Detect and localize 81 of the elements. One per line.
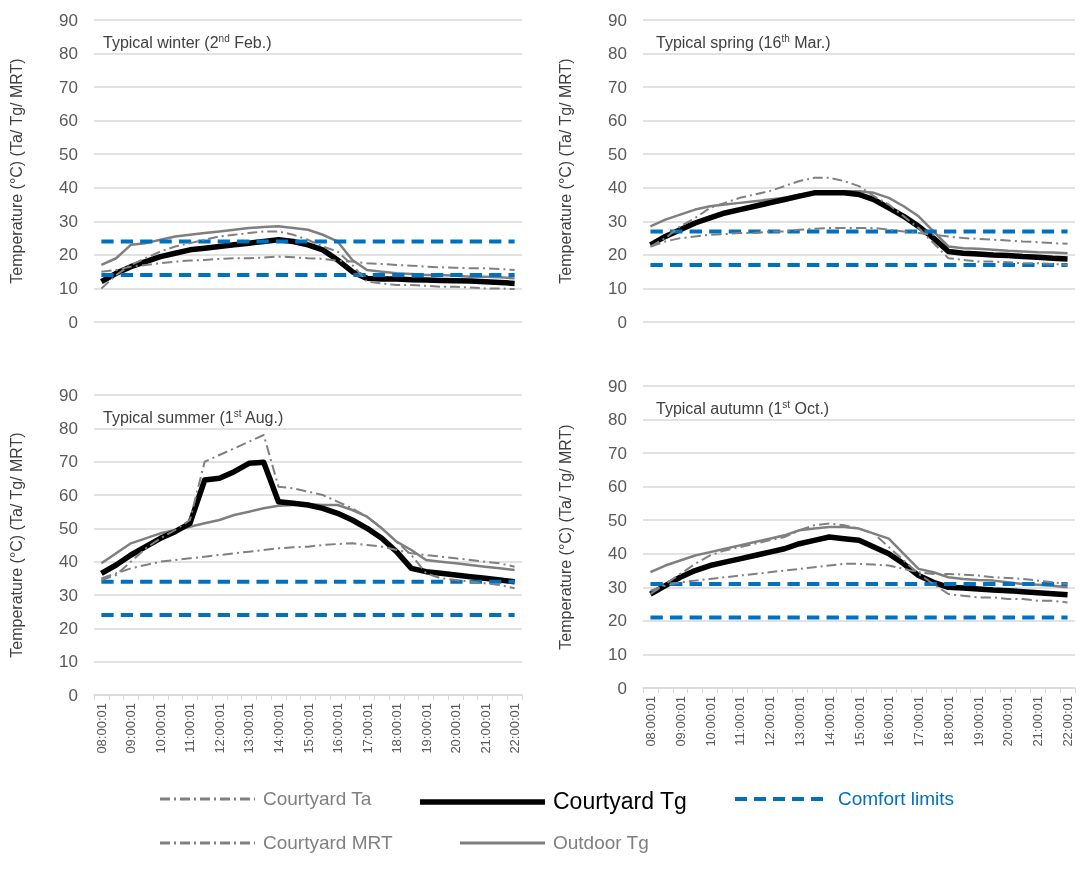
legend-label: Comfort limits bbox=[838, 788, 955, 810]
y-axis-title: Temperature (°C) (Ta/ Tg/ MRT) bbox=[556, 424, 574, 650]
y-tick-label: 80 bbox=[608, 44, 627, 64]
y-tick-label: 60 bbox=[59, 485, 78, 505]
y-tick-label: 30 bbox=[59, 585, 78, 605]
y-tick-label: 20 bbox=[59, 245, 78, 265]
y-tick-label: 40 bbox=[608, 544, 627, 564]
x-tick-label: 22:00:01 bbox=[507, 703, 523, 754]
y-tick-label: 90 bbox=[608, 10, 627, 30]
y-tick-label: 10 bbox=[59, 652, 78, 672]
y-tick-label: 70 bbox=[608, 77, 627, 97]
y-tick-label: 30 bbox=[608, 211, 627, 231]
y-tick-label: 90 bbox=[59, 385, 78, 405]
x-tick-label: 08:00:01 bbox=[642, 696, 658, 747]
y-tick-label: 30 bbox=[608, 577, 627, 597]
x-tick-label: 16:00:01 bbox=[881, 696, 897, 747]
x-tick-label: 13:00:01 bbox=[241, 703, 257, 754]
x-tick-label: 14:00:01 bbox=[270, 703, 286, 754]
x-tick-label: 19:00:01 bbox=[970, 696, 986, 747]
y-tick-label: 20 bbox=[59, 618, 78, 638]
x-tick-label: 20:00:01 bbox=[1000, 696, 1016, 747]
x-tick-label: 17:00:01 bbox=[359, 703, 375, 754]
x-tick-label: 13:00:01 bbox=[791, 696, 807, 747]
y-tick-label: 50 bbox=[59, 518, 78, 538]
x-tick-label: 09:00:01 bbox=[123, 703, 139, 754]
x-tick-label: 18:00:01 bbox=[389, 703, 405, 754]
y-tick-label: 50 bbox=[608, 510, 627, 530]
x-tick-label: 11:00:01 bbox=[182, 703, 198, 753]
y-tick-label: 40 bbox=[59, 178, 78, 198]
y-tick-label: 20 bbox=[608, 611, 627, 631]
y-tick-label: 80 bbox=[608, 410, 627, 430]
y-tick-label: 10 bbox=[608, 278, 627, 298]
text: Courtyard Tg bbox=[553, 788, 687, 815]
x-tick-label: 11:00:01 bbox=[732, 696, 748, 746]
y-tick-label: 0 bbox=[68, 685, 78, 705]
x-tick-label: 09:00:01 bbox=[672, 696, 688, 747]
x-tick-label: 21:00:01 bbox=[477, 703, 493, 754]
x-tick-label: 19:00:01 bbox=[418, 703, 434, 754]
y-tick-label: 50 bbox=[59, 144, 78, 164]
y-tick-label: 40 bbox=[608, 178, 627, 198]
y-tick-label: 0 bbox=[617, 678, 627, 698]
y-tick-label: 90 bbox=[608, 376, 627, 396]
x-tick-label: 12:00:01 bbox=[211, 703, 227, 754]
y-tick-label: 60 bbox=[608, 111, 627, 131]
y-axis-title: Temperature (°C) (Ta/ Tg/ MRT) bbox=[7, 432, 25, 658]
legend-label: Outdoor Tg bbox=[553, 832, 649, 854]
y-tick-label: 70 bbox=[59, 77, 78, 97]
x-tick-label: 14:00:01 bbox=[821, 696, 837, 747]
y-axis-title: Temperature (°C) (Ta/ Tg/ MRT) bbox=[556, 58, 574, 284]
y-tick-label: 80 bbox=[59, 418, 78, 438]
x-tick-label: 18:00:01 bbox=[940, 696, 956, 747]
y-tick-label: 70 bbox=[608, 443, 627, 463]
y-axis-title: Temperature (°C) (Ta/ Tg/ MRT) bbox=[7, 58, 25, 284]
y-tick-label: 0 bbox=[68, 312, 78, 332]
x-tick-label: 16:00:01 bbox=[330, 703, 346, 754]
y-tick-label: 80 bbox=[59, 44, 78, 64]
line-series bbox=[100, 230, 516, 291]
y-tick-label: 60 bbox=[59, 111, 78, 131]
x-tick-label: 17:00:01 bbox=[911, 696, 927, 747]
y-tick-label: 10 bbox=[608, 644, 627, 664]
x-tick-label: 22:00:01 bbox=[1060, 696, 1076, 747]
x-tick-label: 10:00:01 bbox=[702, 696, 718, 747]
x-tick-label: 21:00:01 bbox=[1030, 696, 1046, 747]
x-tick-label: 10:00:01 bbox=[152, 703, 168, 754]
x-tick-label: 20:00:01 bbox=[448, 703, 464, 754]
y-tick-label: 50 bbox=[608, 144, 627, 164]
line-series bbox=[649, 522, 1069, 604]
legend-label: Courtyard MRT bbox=[263, 832, 393, 854]
y-tick-label: 20 bbox=[608, 245, 627, 265]
y-tick-label: 40 bbox=[59, 552, 78, 572]
x-tick-label: 12:00:01 bbox=[762, 696, 778, 747]
x-tick-label: 08:00:01 bbox=[93, 703, 109, 754]
x-tick-label: 15:00:01 bbox=[300, 703, 316, 754]
y-tick-label: 60 bbox=[608, 477, 627, 497]
y-tick-label: 10 bbox=[59, 278, 78, 298]
y-tick-label: 70 bbox=[59, 452, 78, 472]
y-tick-label: 30 bbox=[59, 211, 78, 231]
x-tick-label: 15:00:01 bbox=[851, 696, 867, 747]
y-tick-label: 90 bbox=[59, 10, 78, 30]
y-tick-label: 0 bbox=[617, 312, 627, 332]
legend-label: Courtyard Ta bbox=[263, 788, 372, 810]
